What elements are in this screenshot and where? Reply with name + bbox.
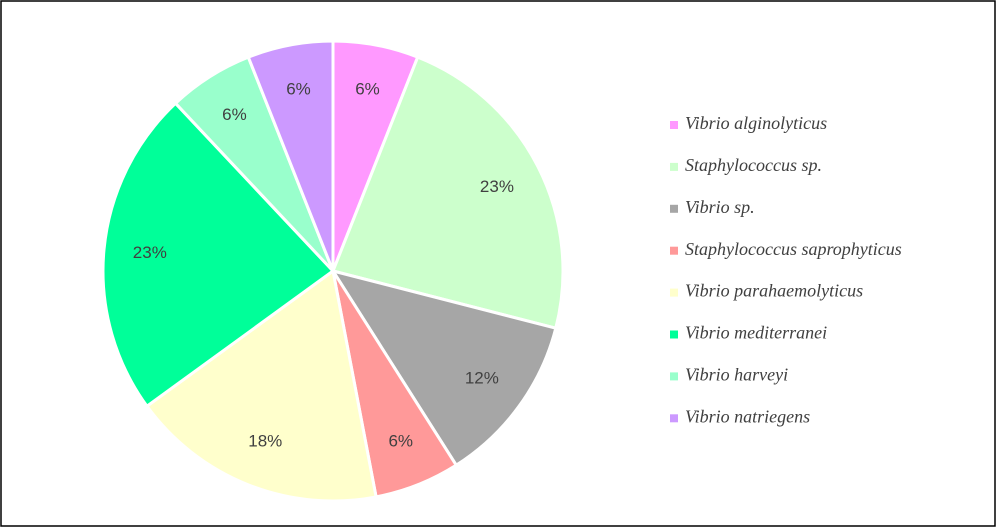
pie-slice: [246, 39, 335, 272]
legend-swatch: [670, 414, 678, 423]
legend-label: Vibrio harveyi: [685, 365, 788, 385]
data-label: 23%: [133, 243, 167, 262]
legend-swatch: [670, 372, 678, 381]
data-label: 12%: [465, 369, 499, 388]
legend-label: Staphylococcus sp.: [685, 155, 822, 175]
pie-slice: [329, 268, 558, 468]
legend-swatch: [670, 162, 678, 171]
legend-swatch: [670, 204, 678, 213]
data-label: 6%: [286, 80, 311, 99]
legend-label: Vibrio natriegens: [685, 406, 810, 426]
pie-slice: [101, 101, 336, 409]
data-label: 23%: [480, 177, 514, 196]
data-label: 6%: [388, 432, 413, 451]
legend-label: Vibrio mediterranei: [685, 323, 827, 343]
legend-swatch: [670, 330, 678, 339]
legend-swatch: [670, 288, 678, 297]
data-label: 6%: [222, 105, 247, 124]
legend-swatch: [670, 121, 678, 129]
data-label: 18%: [248, 432, 282, 451]
legend-label: Vibrio sp.: [685, 197, 755, 217]
legend-swatch: [670, 246, 678, 255]
pie-slice: [330, 55, 565, 331]
legend-label: Vibrio parahaemolyticus: [685, 281, 863, 301]
legend-label: Staphylococcus saprophyticus: [685, 239, 902, 259]
legend-label: Vibrio alginolyticus: [685, 113, 827, 133]
pie-slice: [144, 268, 378, 503]
data-label: 6%: [355, 80, 380, 99]
